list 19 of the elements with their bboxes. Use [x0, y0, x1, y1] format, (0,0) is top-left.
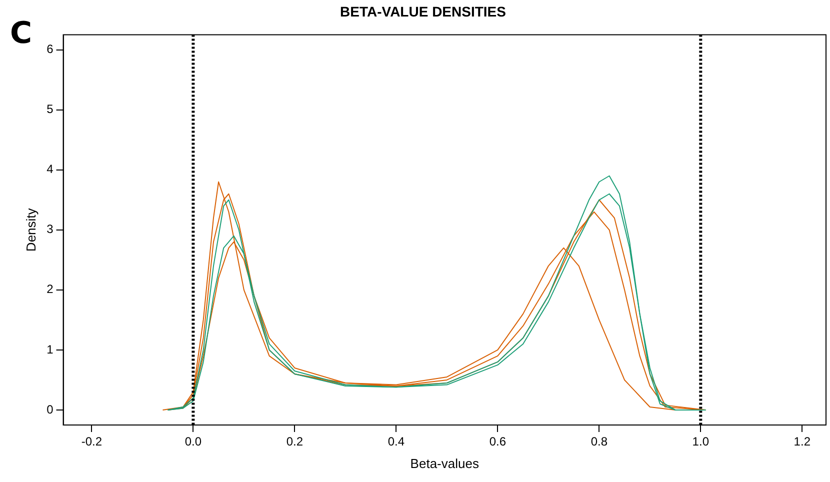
- y-axis-title: Density: [23, 208, 38, 252]
- y-tick-label: 4: [46, 162, 54, 176]
- x-tick-label: 0.0: [184, 434, 202, 449]
- y-tick-label: 2: [46, 282, 54, 296]
- x-axis-title: Beta-values: [410, 456, 480, 471]
- x-tick-label: 0.6: [489, 434, 506, 449]
- text: C: [10, 16, 32, 51]
- x-tick-label: -0.2: [81, 434, 102, 449]
- x-tick-label: 0.4: [388, 434, 405, 449]
- y-tick-label: 0: [46, 402, 54, 416]
- y-tick-label: 3: [46, 222, 54, 236]
- chart-title: BETA-VALUE DENSITIES: [340, 3, 506, 20]
- x-tick-label: 1.2: [794, 434, 811, 449]
- x-tick-label: 0.8: [590, 434, 608, 449]
- x-tick-label: 1.0: [692, 434, 710, 449]
- y-tick-label: 6: [46, 42, 54, 56]
- y-tick-label: 1: [46, 342, 54, 356]
- y-tick-label: 5: [46, 102, 54, 116]
- x-tick-label: 0.2: [286, 434, 304, 449]
